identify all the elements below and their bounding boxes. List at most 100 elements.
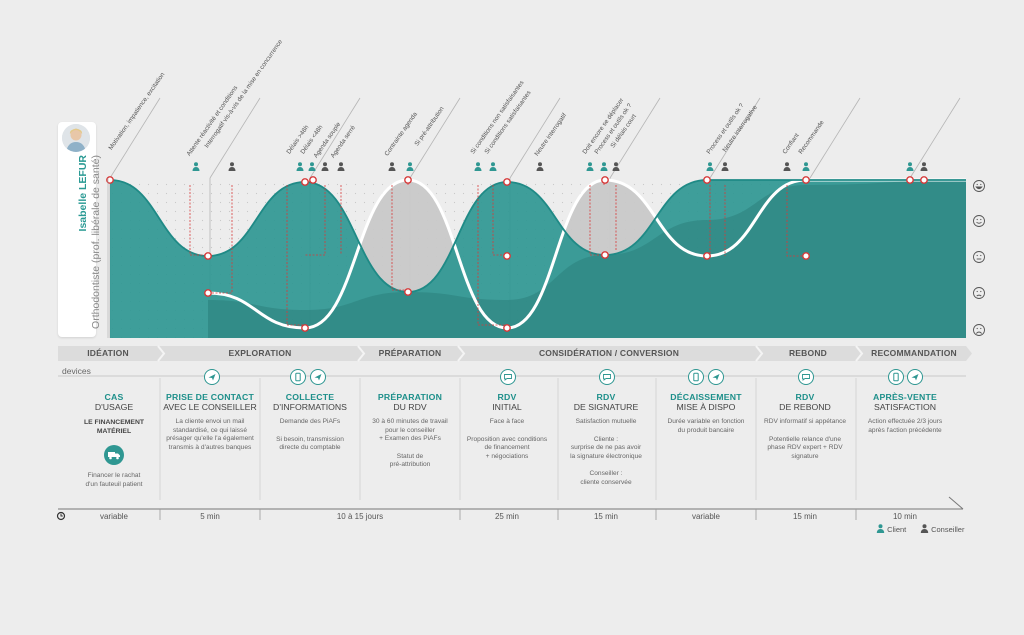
overlap-area bbox=[208, 180, 966, 338]
step-cas-usage: CAS D'USAGE LE FINANCEMENT MATÉRIEL Fina… bbox=[64, 392, 164, 489]
step-desc-2: Cliente : surprise de ne pas avoir la si… bbox=[570, 435, 642, 460]
step-desc: RDV informatif si appétance bbox=[763, 418, 847, 425]
persona-role: Orthodontiste (prof. libérale de santé) bbox=[90, 155, 102, 329]
emotion-marker bbox=[503, 178, 511, 186]
step-subtitle: DE SIGNATURE bbox=[573, 402, 639, 412]
step-desc: Face à face bbox=[489, 418, 525, 425]
step-title: APRÈS-VENTE bbox=[873, 392, 937, 402]
phase-ideation: IDÉATION bbox=[87, 348, 129, 358]
step-title: RDV bbox=[596, 392, 616, 402]
timeline-ticks bbox=[159, 509, 857, 520]
step-desc: La cliente envoi un mail standardisé, ce… bbox=[166, 418, 254, 451]
mobile-icon bbox=[290, 369, 306, 385]
step-desc-2: Statut de pré-attribution bbox=[389, 452, 431, 469]
chat-icon bbox=[500, 369, 516, 385]
emotion-marker bbox=[601, 251, 609, 259]
user-icon bbox=[706, 162, 714, 171]
user-icon bbox=[296, 162, 304, 171]
step-title: DÉCAISSEMENT bbox=[670, 392, 742, 402]
leader-line bbox=[786, 185, 806, 257]
leader-line bbox=[589, 185, 605, 256]
client-curve bbox=[109, 179, 966, 293]
user-icon bbox=[802, 162, 810, 171]
duration-contact: 5 min bbox=[200, 512, 220, 521]
stage-divider-diagonal bbox=[109, 97, 161, 179]
step-rdv-rebond: RDV DE REBOND RDV informatif si appétanc… bbox=[755, 392, 855, 461]
emotion-marker bbox=[301, 324, 309, 332]
user-icon bbox=[308, 162, 316, 171]
phase-chevron bbox=[855, 345, 864, 362]
emotion-marker bbox=[703, 176, 711, 184]
step-desc: Financer le rachat d'un fauteuil patient bbox=[85, 472, 143, 488]
phase-band bbox=[58, 345, 972, 362]
step-desc: Satisfaction mutuelle bbox=[575, 418, 637, 425]
step-desc: Demande des PiAFs bbox=[279, 418, 341, 425]
stage-divider-diagonal bbox=[909, 97, 961, 179]
emotion-marker bbox=[906, 176, 914, 184]
emotion-marker bbox=[703, 252, 711, 260]
phase-band-arrow bbox=[966, 346, 972, 361]
smiley-very-happy-icon bbox=[973, 180, 985, 192]
send-icon bbox=[907, 369, 923, 385]
smiley-happy-icon bbox=[973, 215, 985, 227]
step-subtitle: INITIAL bbox=[492, 402, 522, 412]
step-desc: Action effectuée 2/3 jours après l'actio… bbox=[867, 418, 943, 434]
legend-client: Client bbox=[876, 524, 906, 534]
step-title: RDV bbox=[497, 392, 517, 402]
duration-ideation: variable bbox=[99, 512, 128, 521]
step-subtitle: DU RDV bbox=[393, 402, 427, 412]
emotion-marker bbox=[301, 178, 309, 186]
phase-consideration: CONSIDÉRATION / CONVERSION bbox=[538, 348, 680, 358]
mobile-icon bbox=[688, 369, 704, 385]
person-icons bbox=[192, 162, 928, 171]
duration-rdv-signature: 15 min bbox=[593, 512, 618, 521]
stage-divider-diagonal bbox=[509, 97, 561, 179]
user-icon bbox=[228, 162, 236, 171]
phase-preparation: PRÉPARATION bbox=[378, 348, 442, 358]
user-icon bbox=[920, 162, 928, 171]
step-desc: Durée variable en fonction du produit ba… bbox=[667, 418, 745, 434]
emotion-marker bbox=[920, 176, 928, 184]
emotion-markers bbox=[106, 176, 928, 332]
user-icon bbox=[489, 162, 497, 171]
device-icons bbox=[204, 369, 923, 385]
leader-line bbox=[189, 185, 208, 256]
phase-band-bg bbox=[58, 346, 966, 361]
smiley-very-sad-icon bbox=[973, 324, 985, 336]
duration-rebond: 15 min bbox=[792, 512, 817, 521]
emotion-marker bbox=[802, 176, 810, 184]
phase-exploration: EXPLORATION bbox=[228, 348, 292, 358]
step-title: RDV bbox=[795, 392, 815, 402]
user-icon bbox=[388, 162, 396, 171]
legend-conseiller: Conseiller bbox=[920, 524, 964, 534]
leader-line bbox=[208, 185, 233, 294]
user-icon bbox=[920, 524, 929, 533]
step-desc-2: Proposition avec conditions de financeme… bbox=[466, 435, 548, 460]
user-icon bbox=[612, 162, 620, 171]
step-prise-de-contact: PRISE DE CONTACT AVEC LE CONSEILLER La c… bbox=[160, 392, 260, 452]
step-subtitle: DE REBOND bbox=[779, 402, 831, 412]
step-subtitle: D'INFORMATIONS bbox=[273, 402, 347, 412]
duration-apres-vente: 10 min bbox=[892, 512, 917, 521]
leader-line bbox=[477, 185, 507, 326]
phase-chevron bbox=[755, 345, 764, 362]
emotion-marker bbox=[309, 176, 317, 184]
duration-rdv-initial: 25 min bbox=[494, 512, 519, 521]
step-subtitle: SATISFACTION bbox=[873, 402, 937, 412]
step-desc-3: Conseiller : cliente conservée bbox=[580, 470, 632, 486]
devices-label: devices bbox=[62, 366, 91, 376]
legend-conseiller-label: Conseiller bbox=[931, 525, 965, 534]
step-subtitle: MISE À DISPO bbox=[676, 402, 736, 412]
smiley-neutral-icon bbox=[973, 251, 985, 263]
step-title: COLLECTE bbox=[285, 392, 335, 402]
send-icon bbox=[708, 369, 724, 385]
emotion-marker bbox=[106, 176, 114, 184]
step-subtitle: D'USAGE bbox=[94, 402, 134, 412]
phase-chevron bbox=[157, 345, 166, 362]
phase-chevron bbox=[457, 345, 466, 362]
user-icon bbox=[536, 162, 544, 171]
emotion-marker bbox=[601, 176, 609, 184]
stage-divider-diagonal bbox=[609, 97, 661, 179]
